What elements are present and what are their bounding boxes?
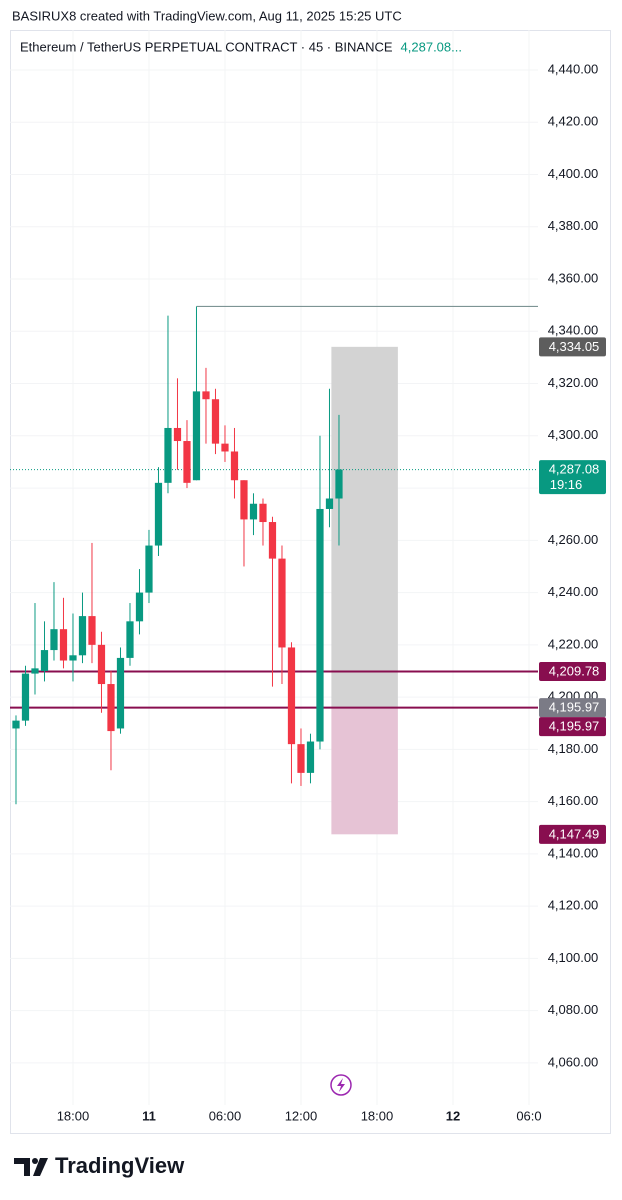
lightning-icon [330, 1074, 352, 1096]
candle-body [192, 391, 201, 481]
price-tag-label: 4,195.97 [549, 719, 600, 734]
candle-body [240, 480, 248, 520]
y-tick-label: 4,380.00 [548, 218, 599, 233]
candle-body [325, 498, 334, 509]
y-tick-label: 4,440.00 [548, 61, 599, 76]
x-tick-label: 06:0 [516, 1108, 541, 1123]
candle-body [154, 482, 163, 546]
price-tag [539, 460, 606, 495]
y-tick-label: 4,340.00 [548, 323, 599, 338]
x-tick-label: 06:00 [209, 1108, 242, 1123]
candle-body [78, 616, 87, 656]
profit-zone [331, 346, 398, 708]
y-tick-label: 4,180.00 [548, 741, 599, 756]
last-price-text: 4,287.08... [401, 39, 462, 54]
candle-body [297, 744, 305, 773]
price-tag [539, 337, 606, 357]
x-tick-label: 18:00 [361, 1108, 394, 1123]
y-tick-label: 4,240.00 [548, 584, 599, 599]
y-tick-label: 4,360.00 [548, 270, 599, 285]
candle-body [173, 427, 182, 442]
x-tick-label: 12:00 [285, 1108, 318, 1123]
y-tick-label: 4,120.00 [548, 898, 599, 913]
countdown: 19:16 [550, 477, 583, 492]
price-tag-label: 4,287.08 [549, 462, 600, 477]
candle-body [12, 720, 20, 729]
y-tick-label: 4,140.00 [548, 845, 599, 860]
candle-body [145, 545, 153, 593]
candle-body [202, 391, 210, 400]
x-tick-label: 12 [446, 1108, 460, 1123]
x-tick-label: 18:00 [57, 1108, 90, 1123]
price-tag-label: 4,334.05 [549, 339, 600, 354]
y-tick-label: 4,300.00 [548, 427, 599, 442]
y-tick-label: 4,100.00 [548, 950, 599, 965]
candle-body [116, 657, 125, 729]
candle-body [21, 673, 30, 721]
y-tick-label: 4,080.00 [548, 1002, 599, 1017]
candle-body [135, 592, 144, 622]
candle-body [249, 503, 258, 520]
chart-frame [10, 30, 611, 1134]
candle-body [306, 741, 315, 773]
candle-body [107, 684, 115, 732]
chart-title: Ethereum / TetherUS PERPETUAL CONTRACT ·… [20, 39, 393, 54]
brand-name: TradingView [55, 1153, 185, 1178]
candle-body [31, 668, 39, 674]
candle-body [97, 644, 106, 685]
candle-body [221, 443, 229, 452]
candle-body [316, 508, 324, 742]
candle-body [278, 558, 286, 648]
candle-body [335, 469, 343, 499]
candle-body [126, 621, 134, 658]
candle-body [59, 629, 68, 661]
price-tag [539, 717, 606, 737]
price-tag-label: 4,195.97 [549, 700, 600, 715]
brand-logo [14, 1158, 48, 1176]
price-tag-label: 4,147.49 [549, 826, 600, 841]
candle-body [50, 629, 58, 651]
price-tag [539, 824, 606, 844]
y-tick-label: 4,160.00 [548, 793, 599, 808]
candle-body [259, 503, 267, 523]
candle-body [230, 451, 239, 481]
price-tag-label: 4,209.78 [549, 663, 600, 678]
y-tick-label: 4,260.00 [548, 532, 599, 547]
candle-body [211, 399, 220, 444]
candle-body [183, 441, 191, 483]
candle-body [40, 650, 49, 671]
y-tick-label: 4,060.00 [548, 1054, 599, 1069]
y-tick-label: 4,320.00 [548, 375, 599, 390]
y-tick-label: 4,420.00 [548, 114, 599, 129]
y-tick-label: 4,220.00 [548, 636, 599, 651]
price-tag [539, 698, 606, 718]
price-tag [539, 662, 606, 682]
candle-body [88, 616, 96, 645]
candle-body [164, 427, 172, 483]
loss-zone [331, 707, 398, 835]
candle-body [287, 647, 296, 745]
candle-body [268, 522, 277, 559]
x-tick-label: 11 [142, 1108, 156, 1123]
y-tick-label: 4,400.00 [548, 166, 599, 181]
candle-body [69, 655, 77, 661]
credit: BASIRUX8 created with TradingView.com, A… [12, 8, 402, 23]
